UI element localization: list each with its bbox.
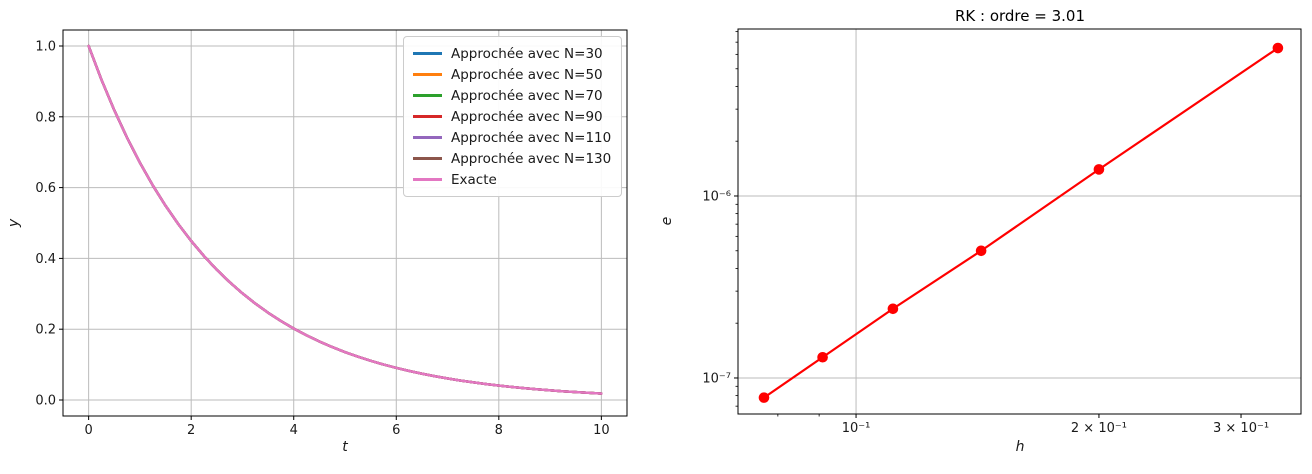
x-tick-label: 3 × 10⁻¹ bbox=[1213, 421, 1269, 436]
y-tick-label: 0.6 bbox=[35, 181, 56, 196]
legend-label: Approchée avec N=30 bbox=[451, 45, 603, 62]
legend-line-swatch bbox=[413, 52, 442, 55]
legend-line-swatch bbox=[413, 136, 442, 139]
error-data-point bbox=[1272, 42, 1284, 54]
legend-label: Approchée avec N=90 bbox=[451, 108, 603, 125]
legend-label: Approchée avec N=110 bbox=[451, 129, 612, 146]
legend: Approchée avec N=30 Approchée avec N=50 … bbox=[403, 36, 623, 197]
x-tick-label: 10⁻¹ bbox=[842, 421, 871, 436]
legend-item: Approchée avec N=30 bbox=[413, 43, 611, 64]
legend-item: Approchée avec N=50 bbox=[413, 64, 611, 85]
x-tick-label: 10 bbox=[593, 423, 610, 438]
legend-line-swatch bbox=[413, 115, 442, 118]
legend-label: Approchée avec N=70 bbox=[451, 87, 603, 104]
left-yaxis-label: y bbox=[6, 218, 22, 228]
legend-item: Approchée avec N=90 bbox=[413, 106, 611, 127]
legend-label: Exacte bbox=[451, 171, 497, 188]
x-tick-label: 0 bbox=[84, 423, 92, 438]
x-tick-label: 8 bbox=[495, 423, 503, 438]
legend-label: Approchée avec N=130 bbox=[451, 150, 612, 167]
right-chart-title: RK : ordre = 3.01 bbox=[954, 7, 1086, 25]
legend-item: Exacte bbox=[413, 169, 611, 190]
legend-line-swatch bbox=[413, 157, 442, 160]
right-yaxis-label: e bbox=[659, 216, 675, 226]
error-data-point bbox=[817, 351, 828, 363]
y-tick-label: 0.4 bbox=[35, 252, 56, 267]
legend-line-swatch bbox=[413, 73, 442, 76]
legend-line-swatch bbox=[413, 178, 442, 181]
x-tick-label: 2 × 10⁻¹ bbox=[1071, 421, 1127, 436]
y-tick-label: 1.0 bbox=[35, 40, 56, 55]
left-xaxis-label: t bbox=[342, 439, 348, 455]
error-data-point bbox=[758, 392, 770, 403]
x-tick-label: 6 bbox=[392, 423, 400, 438]
right-xaxis-label: h bbox=[1015, 439, 1025, 455]
x-tick-label: 4 bbox=[290, 423, 298, 438]
axes-spines bbox=[62, 29, 628, 417]
error-data-point bbox=[1093, 164, 1105, 175]
legend-line-swatch bbox=[413, 94, 442, 97]
legend-item: Approchée avec N=130 bbox=[413, 148, 611, 169]
legend-item: Approchée avec N=110 bbox=[413, 127, 611, 148]
error-data-point bbox=[975, 245, 987, 257]
legend-label: Approchée avec N=50 bbox=[451, 66, 603, 83]
solution-curve-6 bbox=[87, 44, 603, 395]
error-data-point bbox=[887, 303, 899, 315]
x-tick-label: 2 bbox=[187, 423, 195, 438]
y-tick-label: 0.8 bbox=[35, 110, 56, 125]
error-curve bbox=[762, 46, 1280, 399]
y-tick-label: 0.2 bbox=[35, 323, 56, 338]
y-tick-label: 0.0 bbox=[35, 393, 56, 408]
y-tick-label: 10⁻⁷ bbox=[702, 371, 731, 386]
y-tick-label: 10⁻⁶ bbox=[702, 189, 731, 204]
legend-item: Approchée avec N=70 bbox=[413, 85, 611, 106]
axes-spines bbox=[737, 28, 1302, 415]
